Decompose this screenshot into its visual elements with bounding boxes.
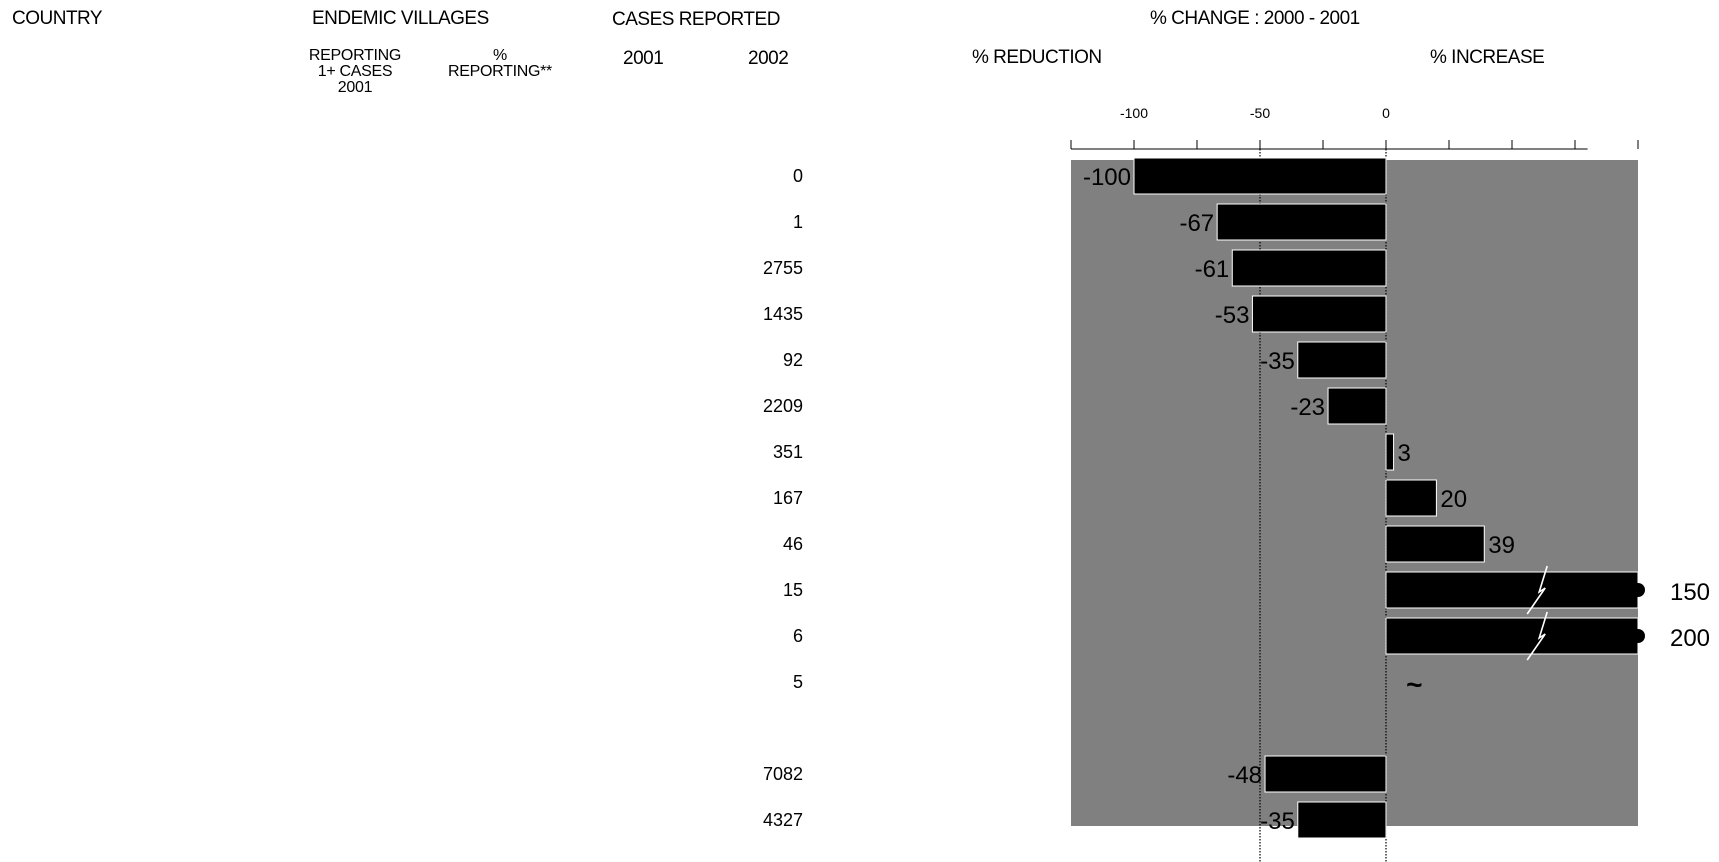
cases-2002-value: 46 bbox=[783, 534, 803, 554]
cases-2002-value: 0 bbox=[793, 166, 803, 186]
header-endemic-villages: ENDEMIC VILLAGES bbox=[312, 8, 489, 29]
x-tick-label: -100 bbox=[1120, 105, 1148, 121]
bar bbox=[1264, 755, 1387, 793]
x-tick-label: -50 bbox=[1250, 105, 1270, 121]
break-mark bbox=[1526, 565, 1548, 615]
x-tick-label: 0 bbox=[1382, 105, 1390, 121]
cases-2002-value: 351 bbox=[773, 442, 803, 462]
cases-2002-value: 15 bbox=[783, 580, 803, 600]
header-pct-change: % CHANGE : 2000 - 2001 bbox=[1150, 8, 1360, 29]
bar-label: -100 bbox=[1083, 164, 1131, 191]
bar bbox=[1385, 433, 1395, 471]
bar-label: -48 bbox=[1227, 762, 1262, 789]
bar bbox=[1231, 249, 1387, 287]
subheader-pct-reporting: % REPORTING** bbox=[448, 47, 552, 80]
header-cases-reported: CASES REPORTED bbox=[612, 9, 780, 30]
bar-end-cap bbox=[1631, 629, 1645, 643]
bar bbox=[1327, 387, 1387, 425]
break-mark bbox=[1526, 611, 1548, 661]
cases-2002-value: 1435 bbox=[763, 304, 803, 324]
bar-label: -35 bbox=[1260, 808, 1295, 835]
bar bbox=[1216, 203, 1387, 241]
bar-label: 20 bbox=[1440, 486, 1467, 513]
cases-2002-value: 2755 bbox=[763, 258, 803, 278]
bar-label: 39 bbox=[1488, 532, 1515, 559]
subheader-pct-reduction: % REDUCTION bbox=[972, 47, 1102, 68]
cases-2002-value: 1 bbox=[793, 212, 803, 232]
bar bbox=[1251, 295, 1387, 333]
bar-label: -23 bbox=[1290, 394, 1325, 421]
bar-label: -67 bbox=[1179, 210, 1214, 237]
bar bbox=[1297, 801, 1387, 839]
header-country: COUNTRY bbox=[12, 8, 103, 29]
cases-2002-value: 5 bbox=[793, 672, 803, 692]
cases-2002-value: 92 bbox=[783, 350, 803, 370]
bar bbox=[1385, 525, 1485, 563]
subheader-reporting-cases: REPORTING 1+ CASES 2001 bbox=[308, 47, 402, 96]
bar-label: 3 bbox=[1398, 440, 1411, 467]
bar-label: ~ bbox=[1406, 669, 1422, 700]
cases-2002-value: 6 bbox=[793, 626, 803, 646]
bar-label: 150 bbox=[1670, 579, 1710, 606]
cases-2002-value: 167 bbox=[773, 488, 803, 508]
cases-2002-value: 7082 bbox=[763, 764, 803, 784]
bar bbox=[1133, 157, 1387, 195]
cases-2002-value: 4327 bbox=[763, 810, 803, 830]
bar-end-cap bbox=[1631, 583, 1645, 597]
subheader-year-2002: 2002 bbox=[748, 48, 789, 69]
bar-label: -53 bbox=[1215, 302, 1250, 329]
bar-label: 200 bbox=[1670, 625, 1710, 652]
bar-label: -35 bbox=[1260, 348, 1295, 375]
cases-2002-value: 2209 bbox=[763, 396, 803, 416]
subheader-pct-increase: % INCREASE bbox=[1430, 47, 1545, 68]
subheader-year-2001: 2001 bbox=[623, 48, 664, 69]
bar-label: -61 bbox=[1195, 256, 1230, 283]
bar bbox=[1385, 479, 1437, 517]
bar bbox=[1385, 571, 1639, 609]
bar bbox=[1297, 341, 1387, 379]
bar bbox=[1385, 617, 1639, 655]
